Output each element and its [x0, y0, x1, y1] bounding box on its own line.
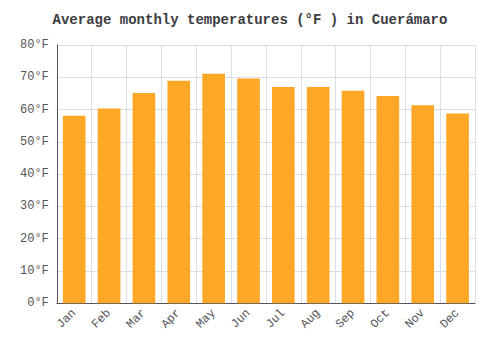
svg-text:Sep: Sep — [333, 306, 358, 331]
svg-text:Average monthly temperatures (: Average monthly temperatures (°F ) in Cu… — [53, 12, 448, 28]
svg-text:60°F: 60°F — [20, 103, 49, 117]
svg-text:Dec: Dec — [437, 306, 462, 331]
svg-text:70°F: 70°F — [20, 70, 49, 84]
svg-text:80°F: 80°F — [20, 38, 49, 52]
svg-text:10°F: 10°F — [20, 264, 49, 278]
svg-text:Jun: Jun — [228, 306, 253, 331]
svg-text:40°F: 40°F — [20, 167, 49, 181]
svg-text:20°F: 20°F — [20, 232, 49, 246]
svg-text:Apr: Apr — [159, 306, 184, 331]
svg-text:Nov: Nov — [403, 306, 428, 331]
svg-text:30°F: 30°F — [20, 199, 49, 213]
svg-text:0°F: 0°F — [27, 296, 49, 310]
svg-text:Mar: Mar — [124, 306, 149, 331]
svg-text:Feb: Feb — [89, 306, 114, 331]
svg-text:Oct: Oct — [368, 306, 393, 331]
svg-text:Aug: Aug — [298, 306, 323, 331]
svg-text:May: May — [193, 306, 218, 331]
svg-text:Jul: Jul — [263, 306, 288, 331]
svg-text:50°F: 50°F — [20, 135, 49, 149]
svg-text:Jan: Jan — [54, 306, 79, 331]
